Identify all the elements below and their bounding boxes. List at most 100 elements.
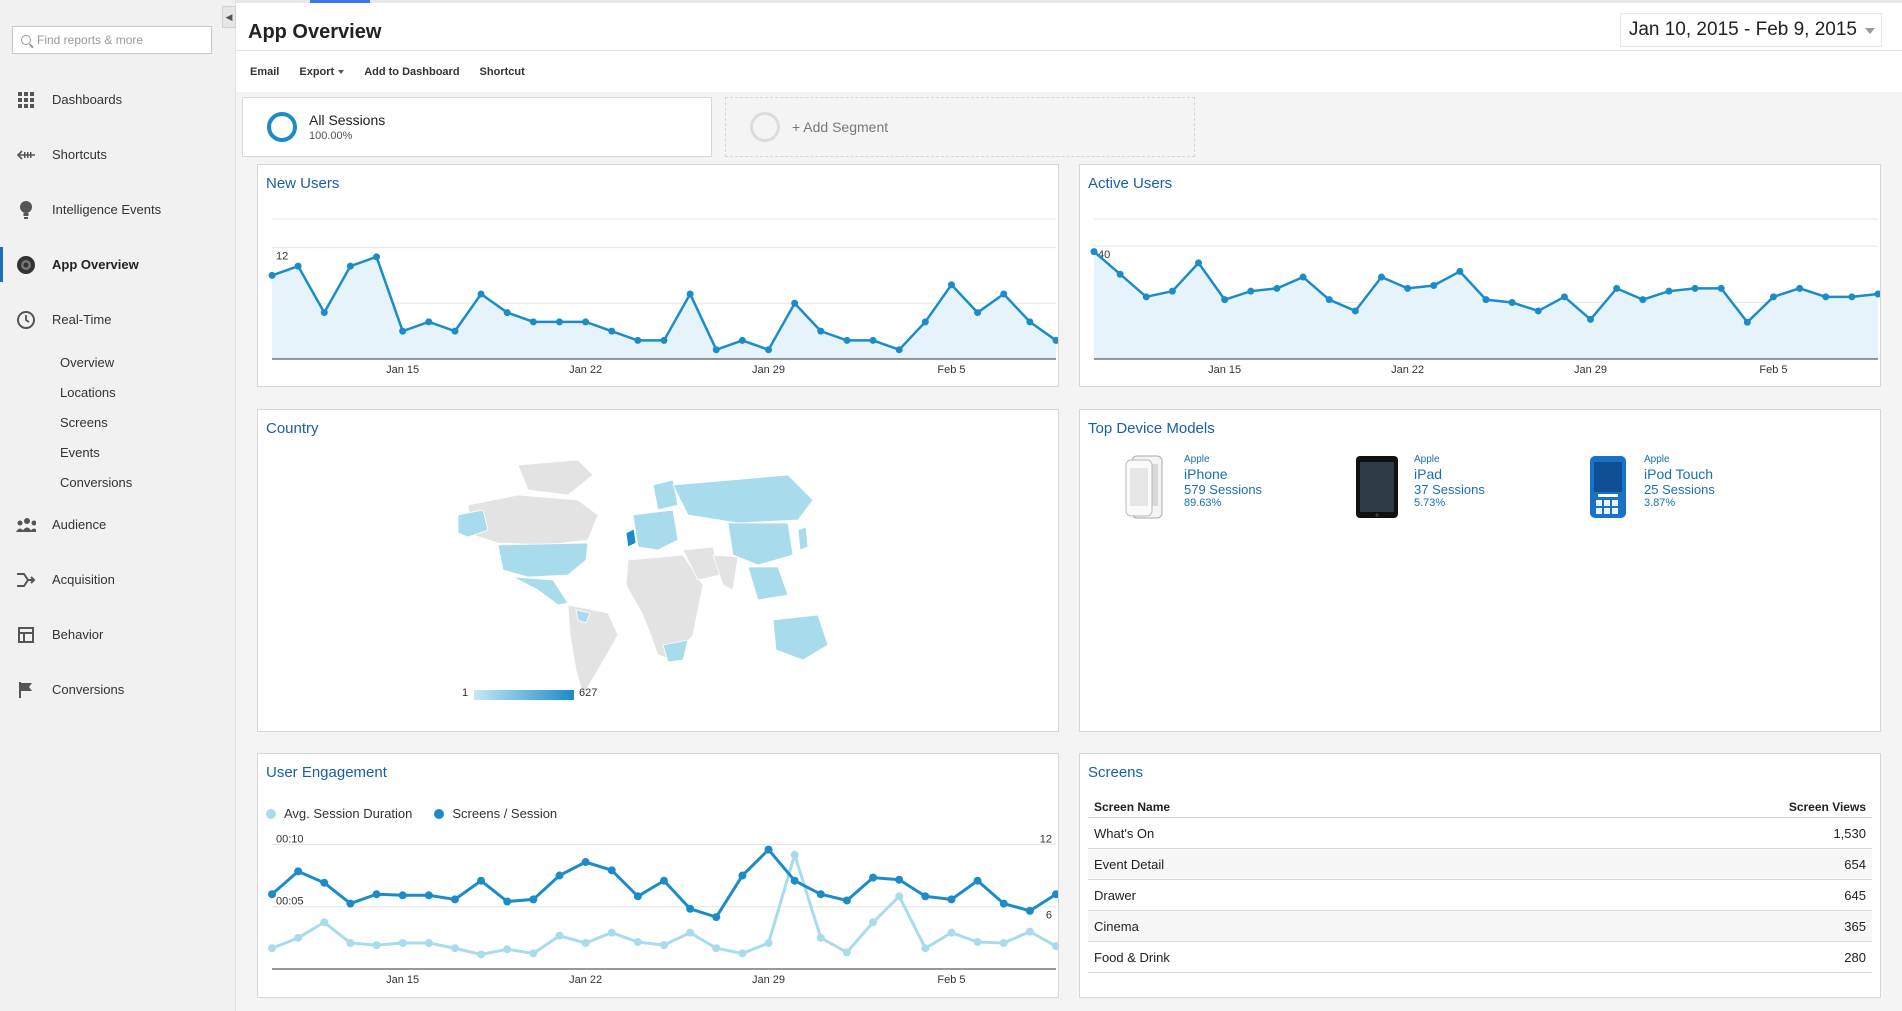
table-row[interactable]: Event Detail 654 — [1088, 849, 1872, 880]
data-point — [791, 299, 799, 307]
search-box[interactable] — [12, 26, 212, 54]
lightbulb-icon — [16, 200, 36, 220]
sidebar-item-label: Conversions — [52, 682, 125, 697]
sidebar-item-behavior[interactable]: Behavior — [0, 607, 236, 662]
device-brand: Apple — [1184, 454, 1210, 465]
data-point — [1000, 290, 1008, 298]
export-button[interactable]: Export — [299, 66, 345, 78]
legend-dot — [266, 808, 276, 819]
submenu-item-overview[interactable]: Overview — [60, 354, 115, 370]
data-point — [790, 876, 799, 885]
data-point — [947, 281, 955, 289]
data-point — [842, 896, 851, 905]
table-row[interactable]: Drawer 645 — [1088, 880, 1872, 911]
data-point — [320, 878, 329, 887]
segment-all-sessions[interactable]: All Sessions 100.00% — [242, 97, 712, 157]
device-sessions: 25 Sessions — [1644, 482, 1715, 497]
sidebar-item-conversions[interactable]: Conversions — [0, 662, 236, 717]
email-button[interactable]: Email — [250, 66, 280, 78]
people-icon — [16, 515, 36, 535]
sidebar-item-dashboards[interactable]: Dashboards — [0, 72, 236, 127]
sidebar-item-real-time[interactable]: Real-Time — [0, 292, 236, 347]
data-point — [1195, 259, 1203, 267]
data-point — [1116, 270, 1124, 278]
legend-max: 627 — [579, 687, 598, 699]
empty-ring-icon — [750, 112, 780, 142]
legend-item-avg-session-duration[interactable]: Avg. Session Duration — [266, 806, 412, 821]
x-tick-label: Feb 5 — [937, 974, 965, 986]
data-point — [1508, 298, 1516, 306]
search-icon — [21, 35, 31, 45]
collapse-sidebar-button[interactable]: ◀ — [222, 6, 236, 28]
sidebar-item-intelligence-events[interactable]: Intelligence Events — [0, 182, 236, 237]
data-point — [999, 939, 1008, 948]
device-item-iphone[interactable]: Apple iPhone 579 Sessions 89.63% — [1122, 454, 1342, 534]
sidebar-item-label: Shortcuts — [52, 147, 107, 162]
submenu-item-conversions[interactable]: Conversions — [60, 474, 133, 490]
sidebar-item-label: Real-Time — [52, 312, 112, 327]
data-point — [790, 850, 799, 859]
screen-views-cell: 645 — [1844, 887, 1866, 903]
data-point — [372, 941, 381, 950]
sidebar-item-label: Behavior — [52, 627, 104, 642]
engagement-legend: Avg. Session Duration Screens / Session — [266, 806, 579, 821]
submenu-item-locations[interactable]: Locations — [60, 384, 116, 400]
screens-table: Screen Name Screen Views What's On 1,530… — [1088, 796, 1872, 973]
device-item-ipod-touch[interactable]: Apple iPod Touch 25 Sessions 3.87% — [1582, 454, 1802, 534]
data-point — [529, 318, 537, 326]
data-point — [660, 876, 668, 885]
shortcut-button[interactable]: Shortcut — [479, 66, 525, 78]
x-tick-label: Jan 22 — [569, 974, 602, 986]
sidebar-item-shortcuts[interactable]: Shortcuts — [0, 127, 236, 182]
data-point — [895, 892, 904, 901]
data-point — [1874, 290, 1880, 298]
segment-ring-icon — [267, 112, 297, 142]
legend-label: Screens / Session — [452, 806, 558, 821]
data-point — [816, 890, 825, 899]
table-row[interactable]: What's On 1,530 — [1088, 818, 1872, 849]
card-title: Active Users — [1088, 175, 1173, 192]
sidebar-item-app-overview[interactable]: App Overview — [0, 237, 236, 292]
data-point — [1665, 287, 1673, 295]
data-point — [503, 897, 512, 906]
data-point — [660, 941, 668, 950]
sidebar-item-acquisition[interactable]: Acquisition — [0, 552, 236, 607]
submenu-item-events[interactable]: Events — [60, 444, 100, 460]
add-segment-button[interactable]: + Add Segment — [725, 97, 1195, 157]
card-title: Country — [266, 420, 319, 437]
date-range-picker[interactable]: Jan 10, 2015 - Feb 9, 2015 — [1619, 13, 1882, 47]
user-engagement-chart: 00:10 00:05 12 6 Jan 15 Jan 22 Jan 29 Feb 5 — [268, 833, 1058, 986]
data-point — [294, 933, 303, 942]
data-point — [973, 876, 982, 885]
data-point — [1769, 293, 1777, 301]
card-title: Top Device Models — [1088, 420, 1215, 437]
data-point — [581, 858, 590, 867]
x-tick-label: Feb 5 — [1759, 364, 1787, 376]
device-item-ipad[interactable]: Apple iPad 37 Sessions 5.73% — [1352, 454, 1572, 534]
screen-views-cell: 280 — [1844, 949, 1866, 965]
submenu-item-screens[interactable]: Screens — [60, 414, 108, 430]
merge-arrow-icon — [16, 570, 36, 590]
device-name: iPhone — [1184, 466, 1228, 482]
sidebar: ◀ Dashboards Shortcuts Intelligence Even… — [0, 0, 236, 1011]
data-point — [450, 944, 459, 953]
y-tick-label: 12 — [276, 251, 288, 263]
top-accent — [310, 0, 370, 3]
data-point — [451, 327, 459, 335]
export-label: Export — [299, 66, 335, 78]
table-row[interactable]: Food & Drink 280 — [1088, 942, 1872, 973]
column-header-screen-views[interactable]: Screen Views — [1788, 799, 1866, 814]
data-point — [346, 262, 354, 270]
device-percent: 3.87% — [1644, 497, 1676, 509]
data-point — [477, 950, 486, 959]
area-fill — [1094, 251, 1878, 359]
table-row[interactable]: Cinema 365 — [1088, 911, 1872, 942]
sidebar-item-audience[interactable]: Audience — [0, 497, 236, 552]
search-input[interactable] — [37, 33, 197, 47]
data-point — [947, 928, 956, 937]
column-header-screen-name[interactable]: Screen Name — [1094, 799, 1171, 814]
data-point — [738, 949, 747, 958]
legend-item-screens-per-session[interactable]: Screens / Session — [434, 806, 557, 821]
add-to-dashboard-button[interactable]: Add to Dashboard — [364, 66, 460, 78]
flag-icon — [16, 680, 36, 700]
